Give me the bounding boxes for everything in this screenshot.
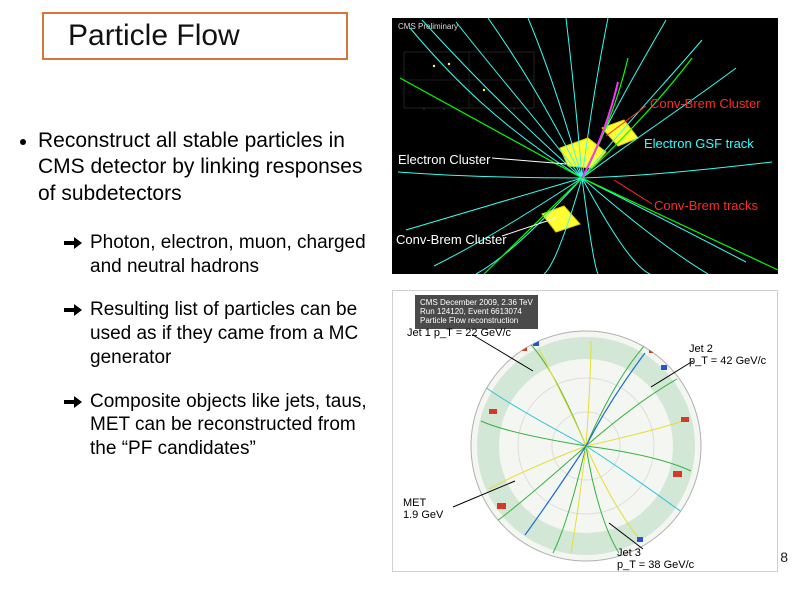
- jet-label-text: Jet 2: [689, 343, 766, 355]
- slide-title: Particle Flow: [68, 19, 240, 53]
- jet-label-text: Jet 3: [617, 547, 694, 559]
- content-column: Reconstruct all stable particles in CMS …: [20, 128, 372, 481]
- jet2-label: Jet 2 p_T = 42 GeV/c: [689, 343, 766, 367]
- sub-bullet: Resulting list of particles can be used …: [64, 298, 372, 369]
- sub-bullet: Photon, electron, muon, charged and neut…: [64, 231, 372, 279]
- sub-bullet: Composite objects like jets, taus, MET c…: [64, 390, 372, 461]
- sub-bullet-text: Photon, electron, muon, charged and neut…: [90, 231, 372, 279]
- sub-bullet-text: Composite objects like jets, taus, MET c…: [90, 390, 372, 461]
- jet-label-text: 1.9 GeV: [403, 509, 443, 521]
- conv-brem-cluster-label: Conv-Brem Cluster: [650, 96, 761, 111]
- arrow-right-icon: [64, 237, 82, 249]
- arrow-right-icon: [64, 304, 82, 316]
- title-box: Particle Flow: [42, 12, 348, 60]
- electron-gsf-track-label: Electron GSF track: [644, 136, 754, 151]
- jet1-label: Jet 1 p_T = 22 GeV/c: [407, 327, 511, 339]
- arrow-right-icon: [64, 396, 82, 408]
- page-number: 8: [780, 549, 788, 565]
- jet-label-text: p_T = 42 GeV/c: [689, 355, 766, 367]
- conv-brem-cluster-label-2: Conv-Brem Cluster: [396, 232, 507, 247]
- main-bullet: Reconstruct all stable particles in CMS …: [20, 128, 372, 207]
- sub-bullet-list: Photon, electron, muon, charged and neut…: [64, 231, 372, 461]
- detector-eta-phi-figure: CMS Preliminary: [392, 18, 778, 274]
- main-bullet-text: Reconstruct all stable particles in CMS …: [38, 128, 372, 207]
- bullet-dot-icon: [20, 139, 26, 145]
- jet-label-text: Jet 1 p_T = 22 GeV/c: [407, 327, 511, 339]
- event-display-figure: CMS December 2009, 2.36 TeV Run 124120, …: [392, 290, 778, 572]
- sub-bullet-text: Resulting list of particles can be used …: [90, 298, 372, 369]
- met-label: MET 1.9 GeV: [403, 497, 443, 521]
- jet3-label: Jet 3 p_T = 38 GeV/c: [617, 547, 694, 571]
- electron-cluster-label: Electron Cluster: [398, 152, 490, 167]
- conv-brem-tracks-label: Conv-Brem tracks: [654, 198, 758, 213]
- jet-label-text: p_T = 38 GeV/c: [617, 559, 694, 571]
- jet-label-text: MET: [403, 497, 443, 509]
